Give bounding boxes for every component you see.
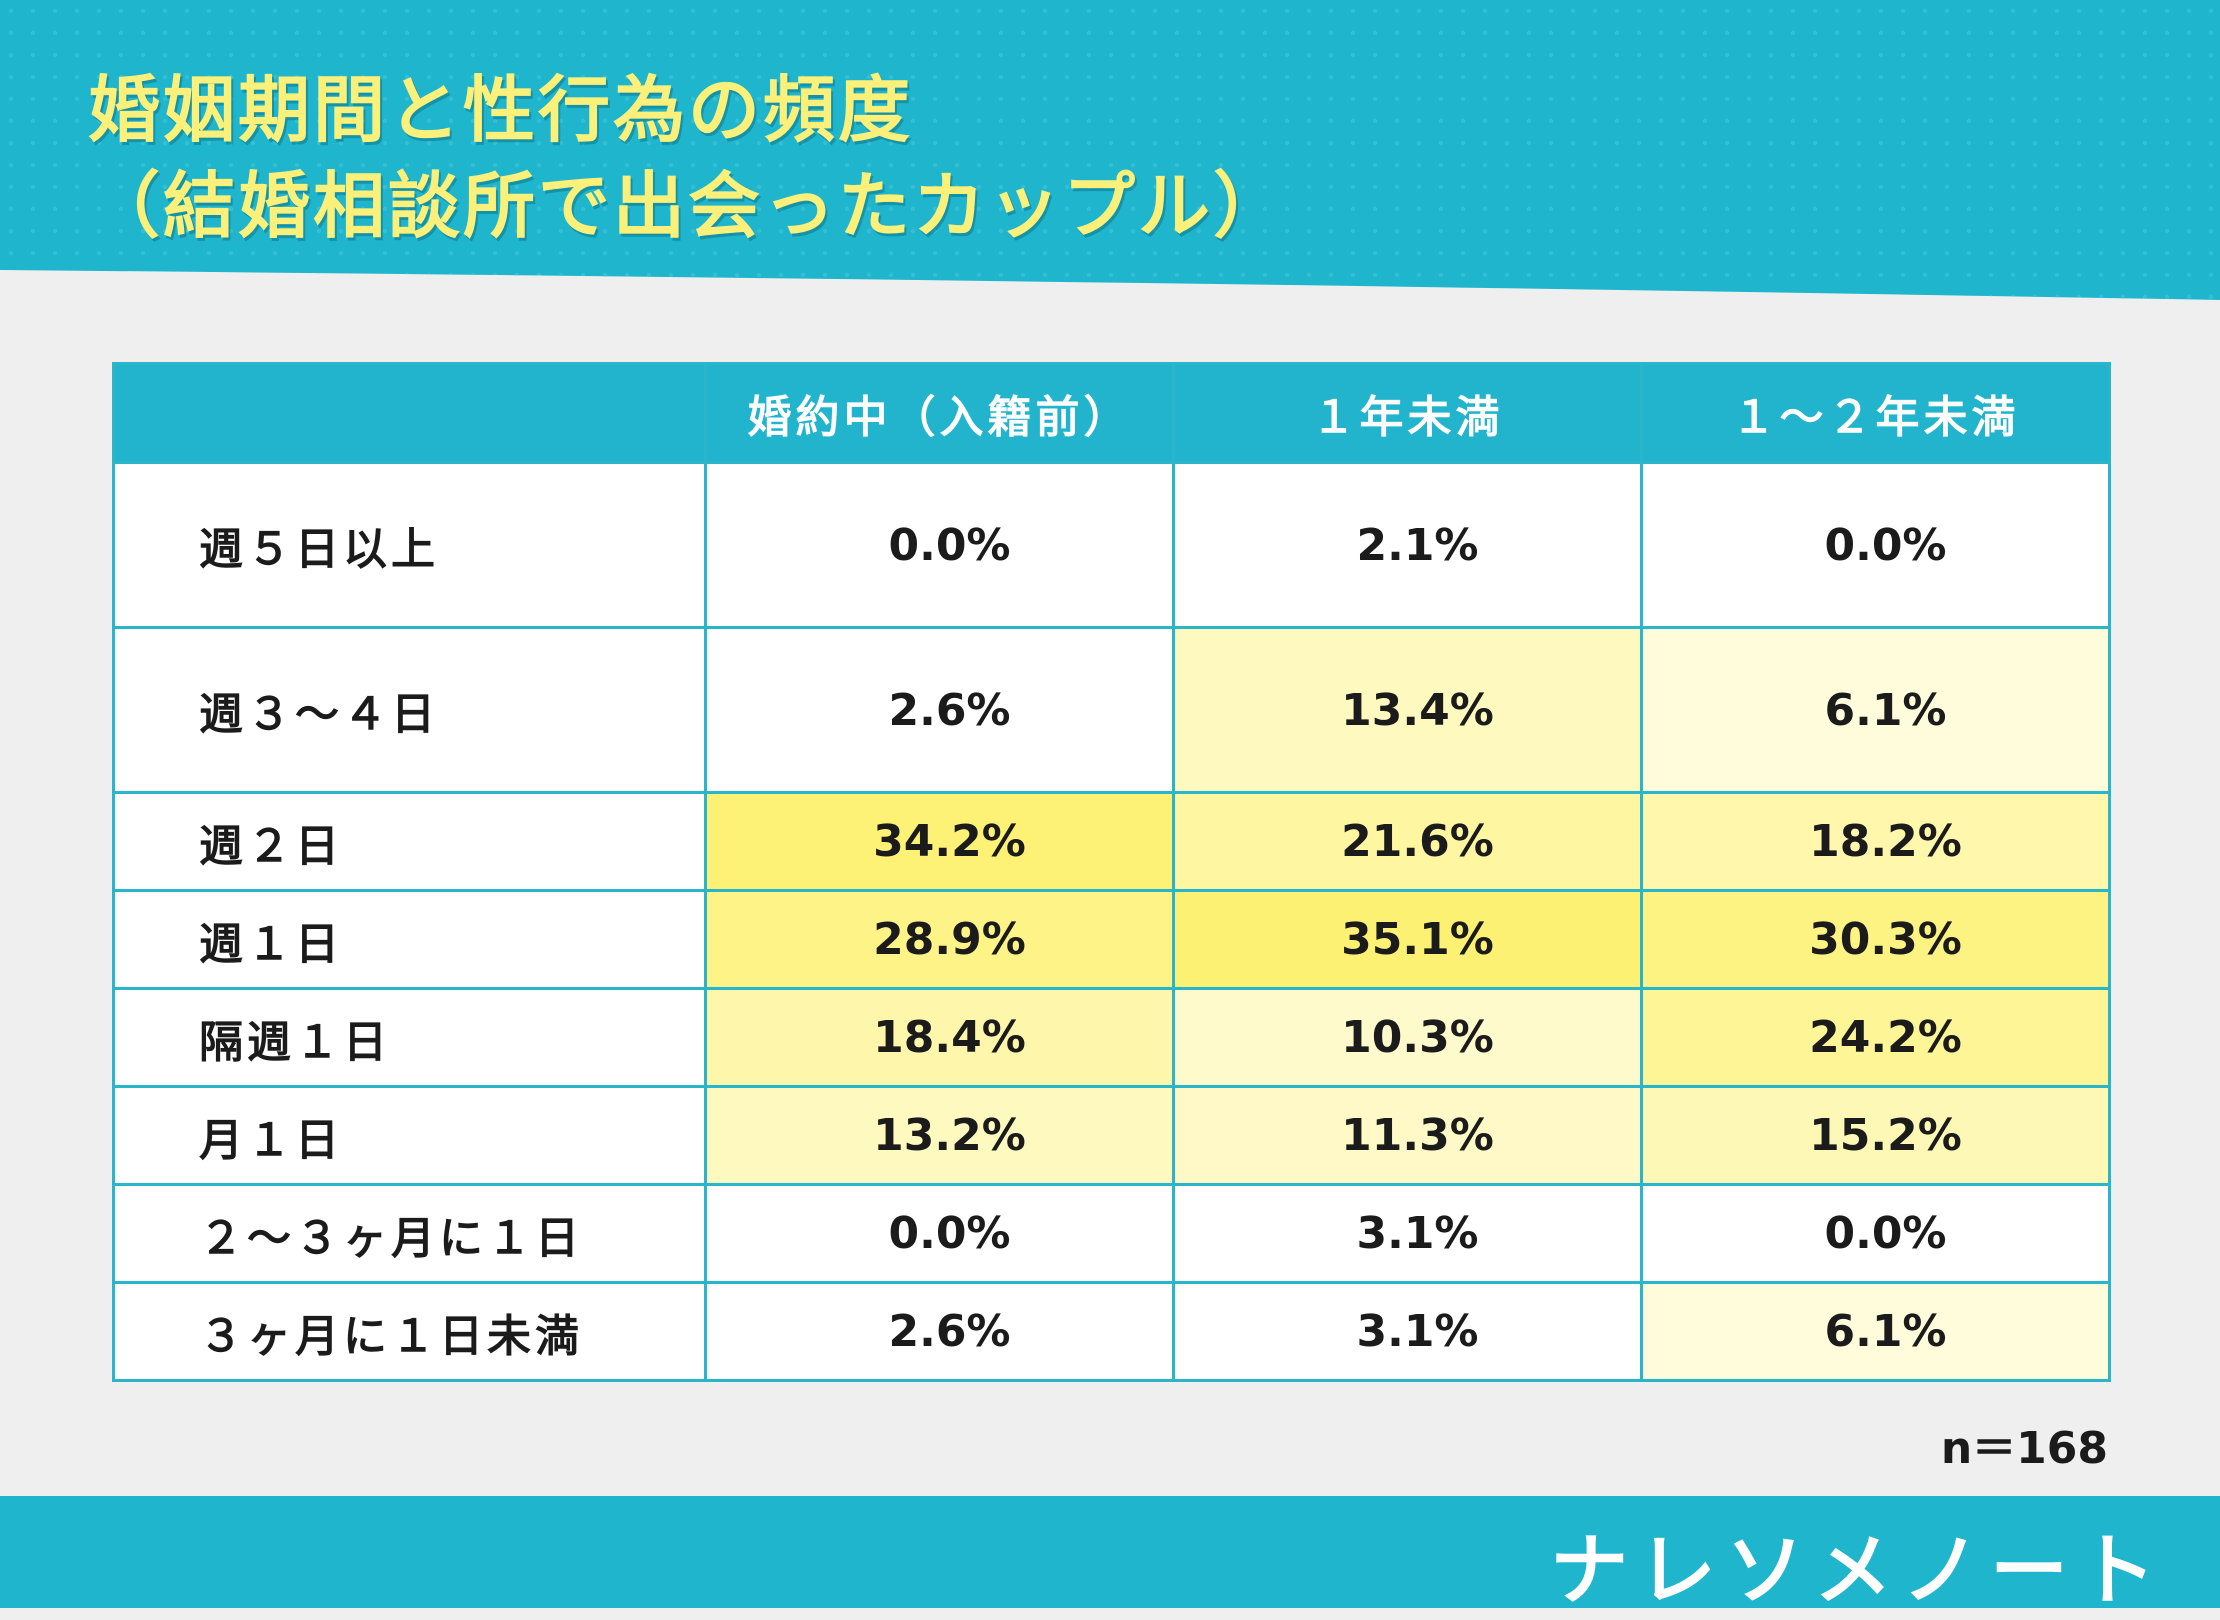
brand-logo: ナレソメノート xyxy=(1549,1526,2166,1616)
column-header: １年未満 xyxy=(1172,362,1643,464)
value-cell: 13.2% xyxy=(704,1085,1175,1186)
table-body: 週５日以上 0.0% 2.1% 0.0% 週３～４日 2.6% 13.4% 6.1% 週２日 34… xyxy=(112,461,2111,1382)
table-row: ２～３ヶ月に１日 0.0% 3.1% 0.0% xyxy=(112,1183,2111,1284)
table-row: 月１日 13.2% 11.3% 15.2% xyxy=(112,1085,2111,1186)
value-cell: 0.0% xyxy=(704,461,1175,629)
table-header-row: 婚約中（入籍前） １年未満 １～２年未満 xyxy=(112,362,2111,464)
table-row: 週２日 34.2% 21.6% 18.2% xyxy=(112,791,2111,892)
value-cell: 10.3% xyxy=(1172,987,1643,1088)
value-cell: 18.4% xyxy=(704,987,1175,1088)
row-label: 月１日 xyxy=(112,1085,707,1186)
table-row: 週３～４日 2.6% 13.4% 6.1% xyxy=(112,626,2111,794)
value-cell: 0.0% xyxy=(704,1183,1175,1284)
header-corner-cell xyxy=(112,362,707,464)
row-label: 週１日 xyxy=(112,889,707,990)
column-header: １～２年未満 xyxy=(1640,362,2111,464)
value-cell: 0.0% xyxy=(1640,461,2111,629)
row-label: ３ヶ月に１日未満 xyxy=(112,1281,707,1382)
value-cell: 2.6% xyxy=(704,626,1175,794)
footer-bar: ナレソメノート xyxy=(0,1496,2220,1616)
column-header: 婚約中（入籍前） xyxy=(704,362,1175,464)
row-label: ２～３ヶ月に１日 xyxy=(112,1183,707,1284)
value-cell: 2.1% xyxy=(1172,461,1643,629)
header-background xyxy=(0,0,2220,300)
value-cell: 2.6% xyxy=(704,1281,1175,1382)
chart-title: 婚姻期間と性行為の頻度 （結婚相談所で出会ったカップル） xyxy=(88,62,1288,254)
table-row: 週５日以上 0.0% 2.1% 0.0% xyxy=(112,461,2111,629)
row-label: 週５日以上 xyxy=(112,461,707,629)
table-row: 隔週１日 18.4% 10.3% 24.2% xyxy=(112,987,2111,1088)
title-line-2: （結婚相談所で出会ったカップル） xyxy=(88,164,1289,248)
row-label: 週３～４日 xyxy=(112,626,707,794)
value-cell: 3.1% xyxy=(1172,1183,1643,1284)
value-cell: 18.2% xyxy=(1640,791,2111,892)
table-row: ３ヶ月に１日未満 2.6% 3.1% 6.1% xyxy=(112,1281,2111,1382)
header-banner: 婚姻期間と性行為の頻度 （結婚相談所で出会ったカップル） xyxy=(0,0,2220,300)
value-cell: 13.4% xyxy=(1172,626,1643,794)
sample-size-note: n＝168 xyxy=(1940,1423,2108,1474)
value-cell: 6.1% xyxy=(1640,626,2111,794)
title-line-1: 婚姻期間と性行為の頻度 xyxy=(88,68,914,152)
frequency-table: 婚約中（入籍前） １年未満 １～２年未満 週５日以上 0.0% 2.1% 0.0% 週３… xyxy=(112,362,2111,1382)
row-label: 週２日 xyxy=(112,791,707,892)
value-cell: 34.2% xyxy=(704,791,1175,892)
value-cell: 15.2% xyxy=(1640,1085,2111,1186)
value-cell: 35.1% xyxy=(1172,889,1643,990)
row-label: 隔週１日 xyxy=(112,987,707,1088)
value-cell: 6.1% xyxy=(1640,1281,2111,1382)
value-cell: 21.6% xyxy=(1172,791,1643,892)
table-row: 週１日 28.9% 35.1% 30.3% xyxy=(112,889,2111,990)
value-cell: 30.3% xyxy=(1640,889,2111,990)
value-cell: 3.1% xyxy=(1172,1281,1643,1382)
value-cell: 28.9% xyxy=(704,889,1175,990)
value-cell: 0.0% xyxy=(1640,1183,2111,1284)
value-cell: 11.3% xyxy=(1172,1085,1643,1186)
value-cell: 24.2% xyxy=(1640,987,2111,1088)
